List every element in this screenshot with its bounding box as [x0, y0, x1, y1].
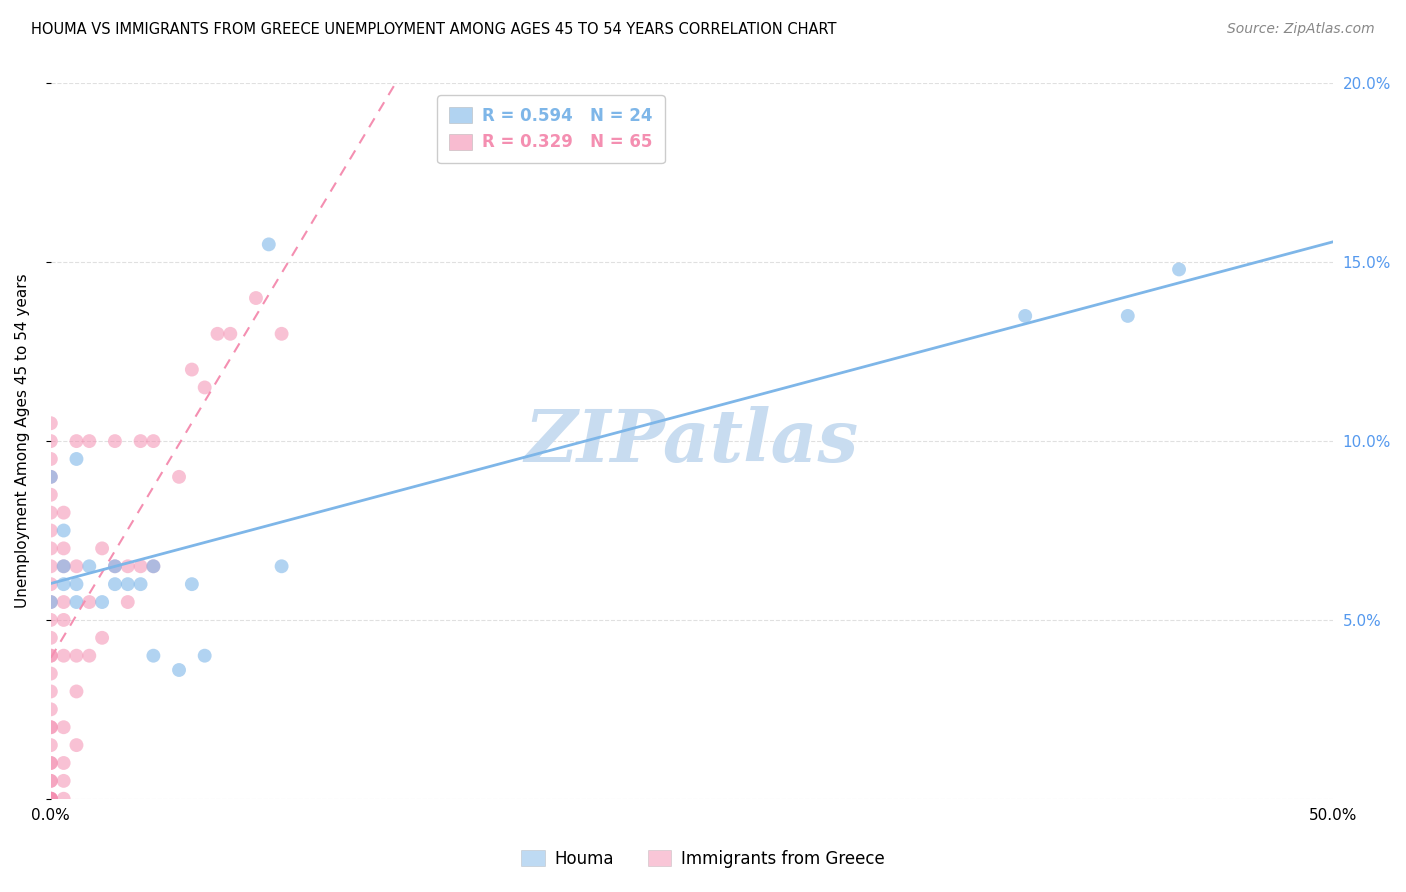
Point	[65, 577, 87, 591]
Point	[1116, 309, 1139, 323]
Point	[142, 434, 165, 449]
Point	[39, 452, 62, 467]
Point	[167, 470, 190, 484]
Point	[39, 738, 62, 752]
Point	[129, 559, 152, 574]
Point	[39, 434, 62, 449]
Point	[39, 791, 62, 805]
Point	[39, 791, 62, 805]
Point	[52, 506, 75, 520]
Point	[65, 648, 87, 663]
Point	[39, 577, 62, 591]
Point	[39, 506, 62, 520]
Point	[104, 559, 127, 574]
Point	[39, 756, 62, 770]
Point	[52, 541, 75, 556]
Point	[39, 470, 62, 484]
Point	[39, 684, 62, 698]
Legend: Houma, Immigrants from Greece: Houma, Immigrants from Greece	[515, 844, 891, 875]
Point	[39, 613, 62, 627]
Point	[91, 595, 114, 609]
Point	[180, 577, 202, 591]
Point	[52, 559, 75, 574]
Point	[39, 720, 62, 734]
Point	[52, 595, 75, 609]
Text: HOUMA VS IMMIGRANTS FROM GREECE UNEMPLOYMENT AMONG AGES 45 TO 54 YEARS CORRELATI: HOUMA VS IMMIGRANTS FROM GREECE UNEMPLOY…	[31, 22, 837, 37]
Point	[39, 791, 62, 805]
Point	[52, 756, 75, 770]
Point	[52, 559, 75, 574]
Point	[52, 524, 75, 538]
Point	[257, 237, 280, 252]
Point	[39, 720, 62, 734]
Point	[219, 326, 242, 341]
Point	[39, 595, 62, 609]
Y-axis label: Unemployment Among Ages 45 to 54 years: Unemployment Among Ages 45 to 54 years	[15, 274, 30, 608]
Point	[142, 559, 165, 574]
Point	[1168, 262, 1191, 277]
Point	[39, 524, 62, 538]
Point	[142, 648, 165, 663]
Point	[39, 648, 62, 663]
Point	[167, 663, 190, 677]
Point	[39, 756, 62, 770]
Point	[65, 434, 87, 449]
Point	[207, 326, 229, 341]
Point	[65, 684, 87, 698]
Point	[79, 559, 101, 574]
Point	[39, 666, 62, 681]
Point	[180, 362, 202, 376]
Point	[245, 291, 267, 305]
Point	[65, 452, 87, 467]
Point	[91, 631, 114, 645]
Point	[39, 648, 62, 663]
Point	[104, 559, 127, 574]
Text: ZIPatlas: ZIPatlas	[524, 406, 859, 476]
Point	[39, 470, 62, 484]
Point	[65, 559, 87, 574]
Point	[91, 541, 114, 556]
Point	[104, 434, 127, 449]
Point	[65, 595, 87, 609]
Point	[1014, 309, 1036, 323]
Point	[117, 595, 139, 609]
Point	[52, 773, 75, 788]
Point	[79, 648, 101, 663]
Point	[39, 791, 62, 805]
Point	[52, 648, 75, 663]
Point	[65, 738, 87, 752]
Legend: R = 0.594   N = 24, R = 0.329   N = 65: R = 0.594 N = 24, R = 0.329 N = 65	[437, 95, 665, 163]
Point	[270, 559, 292, 574]
Point	[129, 434, 152, 449]
Point	[39, 416, 62, 430]
Point	[79, 595, 101, 609]
Point	[52, 720, 75, 734]
Point	[194, 648, 217, 663]
Point	[39, 791, 62, 805]
Point	[117, 577, 139, 591]
Point	[104, 577, 127, 591]
Point	[142, 559, 165, 574]
Point	[52, 613, 75, 627]
Point	[52, 577, 75, 591]
Point	[52, 791, 75, 805]
Text: Source: ZipAtlas.com: Source: ZipAtlas.com	[1227, 22, 1375, 37]
Point	[39, 488, 62, 502]
Point	[270, 326, 292, 341]
Point	[39, 702, 62, 716]
Point	[117, 559, 139, 574]
Point	[39, 559, 62, 574]
Point	[39, 773, 62, 788]
Point	[39, 541, 62, 556]
Point	[194, 380, 217, 394]
Point	[39, 595, 62, 609]
Point	[39, 773, 62, 788]
Point	[129, 577, 152, 591]
Point	[39, 631, 62, 645]
Point	[79, 434, 101, 449]
